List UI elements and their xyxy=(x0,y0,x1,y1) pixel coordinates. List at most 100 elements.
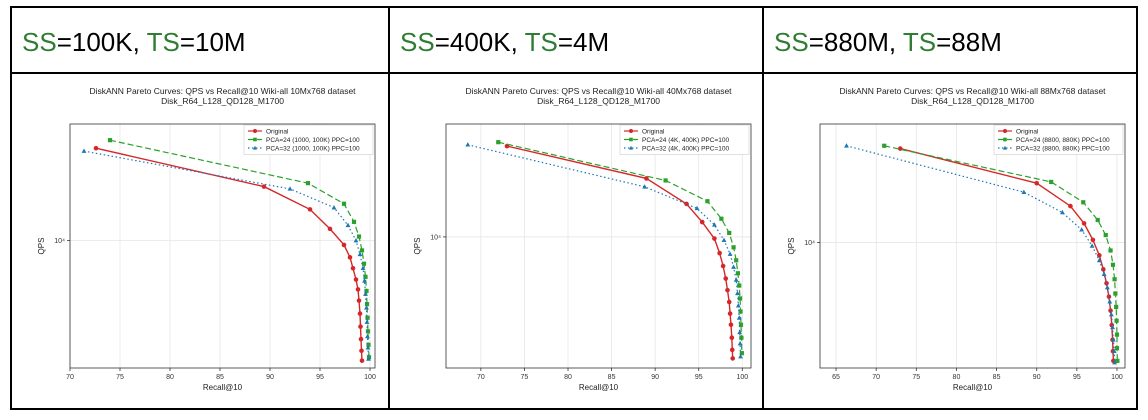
data-point xyxy=(365,333,370,339)
data-point xyxy=(738,309,743,314)
data-point xyxy=(729,347,735,353)
data-point xyxy=(359,348,364,354)
data-point xyxy=(107,138,113,143)
ts-label: TS xyxy=(902,27,937,57)
legend-label: PCA=32 (4K, 400K) PPC=100 xyxy=(642,145,729,152)
data-point xyxy=(356,234,362,239)
y-tick-label: 10⁴ xyxy=(430,234,441,241)
legend-marker xyxy=(629,129,633,133)
plot-frame xyxy=(445,123,752,369)
legend-label: Original xyxy=(642,128,665,135)
data-point xyxy=(723,276,729,281)
legend-label: Original xyxy=(266,128,289,135)
data-point xyxy=(327,226,333,232)
data-point xyxy=(712,236,717,241)
data-point xyxy=(717,250,722,256)
chart-subtitle: Disk_R64_L128_QD128_M1700 xyxy=(911,96,1034,106)
data-point xyxy=(359,358,365,363)
data-point xyxy=(721,237,727,243)
data-point xyxy=(1108,311,1114,317)
y-axis-label: QPS xyxy=(37,238,46,255)
data-point xyxy=(1068,203,1073,209)
data-point xyxy=(365,329,371,334)
data-point xyxy=(734,258,739,263)
ss-value: =880M, xyxy=(808,27,903,57)
column-divider xyxy=(762,8,764,408)
data-point xyxy=(351,219,357,224)
data-point xyxy=(363,291,368,296)
data-point xyxy=(364,305,369,310)
data-point xyxy=(364,288,369,294)
legend-marker xyxy=(1003,145,1007,150)
data-point xyxy=(1101,271,1107,276)
data-point xyxy=(341,242,347,248)
data-point xyxy=(1107,299,1113,304)
data-point xyxy=(642,184,648,189)
series-line xyxy=(884,145,1118,361)
data-point xyxy=(728,322,734,328)
x-tick-label: 100 xyxy=(736,374,748,381)
data-point xyxy=(365,345,371,350)
legend-label: PCA=24 (4K, 400K) PPC=100 xyxy=(642,137,729,144)
data-point xyxy=(1113,291,1118,296)
legend-label: PCA=32 (1000, 100K) PPC=100 xyxy=(266,145,360,152)
data-point xyxy=(261,184,267,189)
data-point xyxy=(358,324,363,329)
ts-label: TS xyxy=(146,27,180,57)
data-point xyxy=(287,186,293,191)
x-tick-label: 85 xyxy=(993,374,1001,381)
data-point xyxy=(347,255,353,260)
series-line xyxy=(846,145,1116,363)
data-point xyxy=(663,178,668,183)
series-line xyxy=(95,147,363,361)
legend-label: Original xyxy=(1016,128,1039,135)
data-point xyxy=(733,277,739,282)
data-point xyxy=(360,265,366,271)
data-point xyxy=(1021,189,1027,195)
legend-box xyxy=(243,124,374,155)
data-point xyxy=(729,335,735,341)
data-point xyxy=(350,265,356,271)
x-tick-label: 75 xyxy=(521,374,529,381)
x-tick-label: 70 xyxy=(66,374,74,381)
data-point xyxy=(356,298,362,303)
data-point xyxy=(1106,294,1112,299)
data-point xyxy=(366,342,371,347)
data-point xyxy=(739,335,744,340)
column-divider xyxy=(388,8,390,408)
data-point xyxy=(357,311,363,316)
x-tick-label: 100 xyxy=(1111,374,1123,381)
data-point xyxy=(465,142,471,147)
x-tick-label: 85 xyxy=(608,374,616,381)
y-tick-label: 10⁴ xyxy=(804,240,815,247)
data-point xyxy=(1114,318,1119,323)
data-point xyxy=(1108,248,1113,253)
plot-frame xyxy=(69,123,376,369)
ss-label: SS xyxy=(774,27,809,57)
series-line xyxy=(467,144,742,357)
data-point xyxy=(726,299,732,305)
data-point xyxy=(897,146,903,151)
data-point xyxy=(719,216,724,221)
y-axis-label: QPS xyxy=(787,238,796,255)
data-point xyxy=(1114,304,1119,310)
legend-marker xyxy=(253,137,257,142)
data-point xyxy=(737,329,743,335)
data-point xyxy=(644,176,649,181)
x-axis-label: Recall@10 xyxy=(953,383,993,392)
data-point xyxy=(1110,337,1116,342)
data-point xyxy=(331,205,337,210)
data-point xyxy=(737,340,743,346)
data-point xyxy=(307,207,313,212)
legend-label: PCA=24 (1000, 100K) PPC=100 xyxy=(266,137,360,144)
x-tick-label: 85 xyxy=(216,374,224,381)
data-point xyxy=(727,230,732,236)
data-point xyxy=(684,201,689,207)
data-point xyxy=(739,351,744,356)
data-point xyxy=(1108,308,1113,313)
chart-panel-2: DiskANN Pareto Curves: QPS vs Recall@10 … xyxy=(396,78,756,404)
data-point xyxy=(730,356,735,361)
data-point xyxy=(1111,348,1117,353)
ss-label: SS xyxy=(22,27,57,57)
data-point xyxy=(705,199,710,204)
